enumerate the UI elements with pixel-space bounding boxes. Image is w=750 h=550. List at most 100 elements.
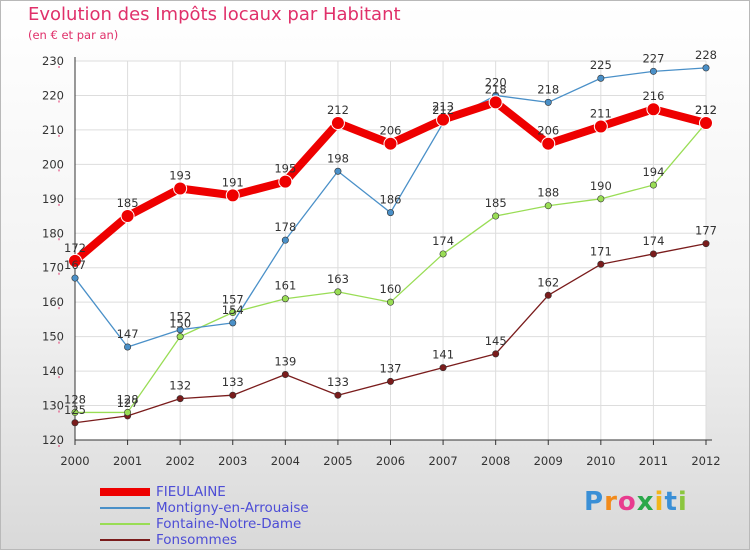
- data-label: 213: [432, 100, 454, 114]
- data-label: 206: [537, 124, 559, 138]
- data-label: 160: [380, 282, 402, 296]
- data-point: [229, 391, 237, 399]
- data-label: 174: [432, 234, 454, 248]
- x-tick-label: 2011: [639, 454, 668, 468]
- data-point: [124, 408, 132, 416]
- x-tick-label: 2006: [376, 454, 405, 468]
- x-tick-label: 2010: [586, 454, 615, 468]
- data-label: 177: [695, 224, 717, 238]
- data-point: [544, 291, 552, 299]
- data-label: 157: [222, 293, 244, 307]
- x-tick-label: 2008: [481, 454, 510, 468]
- data-point: [383, 136, 398, 151]
- data-label: 212: [695, 103, 717, 117]
- data-point: [71, 419, 79, 427]
- data-label: 139: [274, 355, 296, 369]
- data-label: 195: [274, 162, 296, 176]
- data-label: 218: [485, 82, 507, 96]
- data-point: [649, 250, 657, 258]
- data-point: [330, 116, 345, 131]
- y-tick-label: 140: [42, 364, 64, 378]
- proxiti-logo: Proxiti: [584, 487, 688, 517]
- x-tick-label: 2001: [113, 454, 142, 468]
- chart-title: Evolution des Impôts locaux par Habitant: [28, 4, 401, 25]
- data-point: [176, 326, 184, 334]
- y-tick-label: 220: [42, 88, 64, 102]
- data-point: [436, 112, 451, 127]
- x-tick-label: 2004: [271, 454, 300, 468]
- data-label: 193: [169, 168, 191, 182]
- data-point: [173, 181, 188, 196]
- y-tick-label: 160: [42, 295, 64, 309]
- data-point: [124, 343, 132, 351]
- data-point: [544, 202, 552, 210]
- data-label: 185: [485, 196, 507, 210]
- y-tick-label: 170: [42, 261, 64, 275]
- data-point: [593, 119, 608, 134]
- data-point: [386, 377, 394, 385]
- data-label: 133: [222, 375, 244, 389]
- data-point: [597, 74, 605, 82]
- data-label: 218: [537, 82, 559, 96]
- data-label: 128: [64, 392, 86, 406]
- data-point: [699, 116, 713, 131]
- data-point: [176, 333, 184, 341]
- legend-swatch: [100, 523, 150, 525]
- y-tick-label: 150: [42, 330, 64, 344]
- data-point: [702, 240, 710, 248]
- data-point: [71, 408, 79, 416]
- data-label: 191: [222, 175, 244, 189]
- logo-letter: P: [584, 487, 605, 517]
- data-point: [281, 236, 289, 244]
- y-tick-label: 190: [42, 192, 64, 206]
- data-label: 178: [274, 220, 296, 234]
- data-label: 220: [485, 75, 507, 89]
- data-point: [386, 209, 394, 217]
- data-point: [439, 250, 447, 258]
- legend-label: Fontaine-Notre-Dame: [156, 516, 302, 532]
- data-point: [541, 136, 556, 151]
- data-label: 150: [169, 317, 191, 331]
- data-label: 185: [117, 196, 139, 210]
- data-point: [646, 102, 661, 117]
- data-point: [225, 188, 240, 203]
- data-point: [229, 319, 237, 327]
- data-point: [649, 67, 657, 75]
- legend-label: FIEULAINE: [156, 484, 226, 500]
- data-point: [281, 371, 289, 379]
- data-label: 132: [169, 379, 191, 393]
- x-tick-label: 2009: [534, 454, 563, 468]
- data-point: [649, 181, 657, 189]
- legend-swatch: [100, 507, 150, 509]
- x-tick-label: 2003: [218, 454, 247, 468]
- data-point: [439, 364, 447, 372]
- data-label: 152: [169, 310, 191, 324]
- x-tick-label: 2002: [166, 454, 195, 468]
- data-label: 212: [432, 103, 454, 117]
- data-label: 162: [537, 275, 559, 289]
- data-label: 174: [642, 234, 664, 248]
- y-tick-label: 130: [42, 399, 64, 413]
- data-label: 227: [642, 51, 664, 65]
- data-label: 137: [380, 361, 402, 375]
- data-point: [334, 167, 342, 175]
- data-label: 154: [222, 303, 244, 317]
- data-label: 216: [642, 89, 664, 103]
- data-point: [597, 260, 605, 268]
- logo-letter: r: [604, 487, 618, 517]
- data-point: [281, 295, 289, 303]
- y-tick-label: 200: [42, 157, 64, 171]
- data-point: [229, 309, 237, 317]
- data-label: 125: [64, 403, 86, 417]
- data-label: 186: [380, 193, 402, 207]
- data-label: 161: [274, 279, 296, 293]
- y-tick-label: 120: [42, 433, 64, 447]
- data-label: 190: [590, 179, 612, 193]
- logo-letter: i: [654, 487, 665, 517]
- data-label: 212: [695, 103, 717, 117]
- x-tick-label: 2000: [60, 454, 89, 468]
- logo-letter: o: [617, 487, 637, 517]
- data-label: 147: [117, 327, 139, 341]
- legend-swatch: [100, 539, 150, 541]
